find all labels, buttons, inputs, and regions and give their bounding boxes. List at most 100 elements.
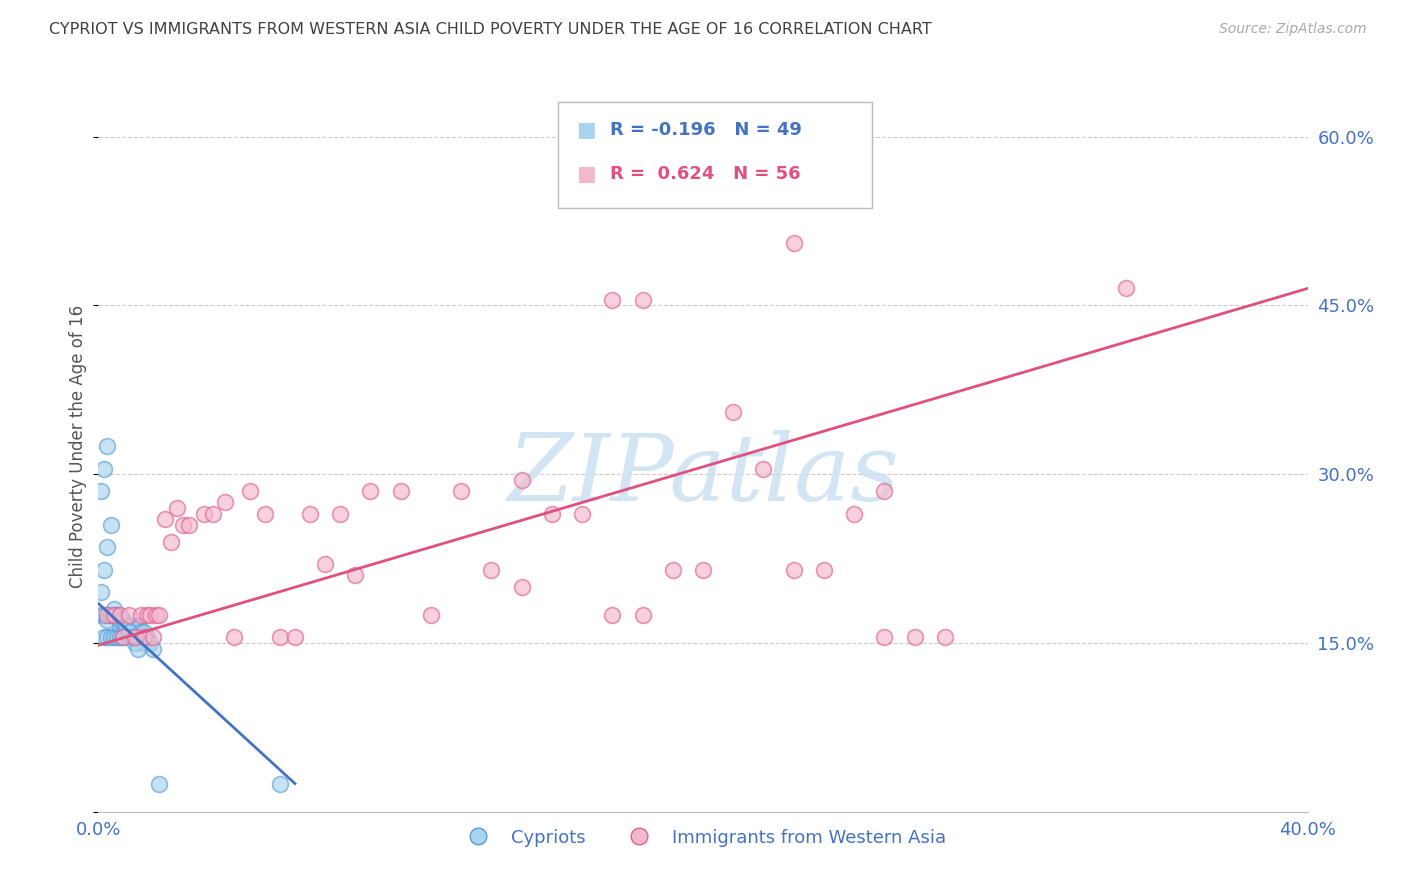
Point <box>873 483 896 498</box>
Point <box>100 630 122 644</box>
Point <box>783 563 806 577</box>
Text: R = -0.196   N = 49: R = -0.196 N = 49 <box>610 121 801 139</box>
Point <box>105 607 128 622</box>
Point <box>873 630 896 644</box>
Point <box>934 630 956 644</box>
Text: Source: ZipAtlas.com: Source: ZipAtlas.com <box>1219 22 1367 37</box>
Point <box>100 607 122 622</box>
Point <box>96 541 118 555</box>
Point <box>93 607 115 622</box>
Point <box>111 614 134 628</box>
Point <box>108 607 131 622</box>
Point <box>284 630 307 644</box>
Point <box>510 580 533 594</box>
Point <box>100 517 122 532</box>
Point <box>510 473 533 487</box>
Point <box>172 517 194 532</box>
Point <box>127 641 149 656</box>
Point <box>148 607 170 622</box>
Text: R =  0.624   N = 56: R = 0.624 N = 56 <box>610 165 800 183</box>
Point <box>129 607 152 622</box>
Point <box>253 507 276 521</box>
Point <box>314 557 336 571</box>
Point <box>160 534 183 549</box>
Text: ZIPatlas: ZIPatlas <box>508 430 898 520</box>
Point <box>105 630 128 644</box>
Point <box>148 776 170 790</box>
Point <box>145 607 167 622</box>
Point <box>129 624 152 639</box>
Point <box>118 619 141 633</box>
Point <box>139 607 162 622</box>
Point <box>100 607 122 622</box>
Point <box>121 630 143 644</box>
Point <box>571 507 593 521</box>
Point <box>93 630 115 644</box>
Point <box>202 507 225 521</box>
Point <box>124 630 146 644</box>
Point <box>540 507 562 521</box>
Point <box>344 568 367 582</box>
Point <box>108 614 131 628</box>
Point <box>179 517 201 532</box>
Point <box>124 630 146 644</box>
Point <box>602 607 624 622</box>
Point <box>481 563 503 577</box>
Point <box>752 461 775 475</box>
Point <box>360 483 382 498</box>
Point <box>783 236 806 251</box>
Point <box>142 630 165 644</box>
Point <box>329 507 352 521</box>
Legend: Cypriots, Immigrants from Western Asia: Cypriots, Immigrants from Western Asia <box>453 822 953 854</box>
Point <box>389 483 412 498</box>
Point <box>103 607 125 622</box>
Point <box>450 483 472 498</box>
Point <box>103 607 125 622</box>
Point <box>844 507 866 521</box>
Point <box>118 630 141 644</box>
Point <box>90 607 112 622</box>
Point <box>142 641 165 656</box>
Point <box>239 483 262 498</box>
Point <box>723 405 745 419</box>
Point <box>124 636 146 650</box>
Point <box>135 607 157 622</box>
Point <box>103 630 125 644</box>
Point <box>631 607 654 622</box>
Point <box>96 607 118 622</box>
Point <box>127 619 149 633</box>
Point <box>1115 281 1137 295</box>
FancyBboxPatch shape <box>558 103 872 209</box>
Point <box>166 500 188 515</box>
Point <box>269 776 291 790</box>
Point <box>127 630 149 644</box>
Point <box>111 630 134 644</box>
Point <box>96 439 118 453</box>
Point <box>904 630 927 644</box>
Point <box>269 630 291 644</box>
Point <box>121 619 143 633</box>
Point <box>139 636 162 650</box>
Point <box>224 630 246 644</box>
Point <box>111 630 134 644</box>
Point <box>121 630 143 644</box>
Point <box>96 614 118 628</box>
Y-axis label: Child Poverty Under the Age of 16: Child Poverty Under the Age of 16 <box>69 304 87 588</box>
Point <box>108 619 131 633</box>
Point <box>114 619 136 633</box>
Point <box>118 607 141 622</box>
Text: ■: ■ <box>576 120 596 140</box>
Point <box>108 630 131 644</box>
Point <box>193 507 215 521</box>
Point <box>602 293 624 307</box>
Point <box>299 507 322 521</box>
Point <box>631 293 654 307</box>
Point <box>105 607 128 622</box>
Point <box>96 630 118 644</box>
Text: CYPRIOT VS IMMIGRANTS FROM WESTERN ASIA CHILD POVERTY UNDER THE AGE OF 16 CORREL: CYPRIOT VS IMMIGRANTS FROM WESTERN ASIA … <box>49 22 932 37</box>
Point <box>132 624 155 639</box>
Point <box>132 630 155 644</box>
Point <box>111 619 134 633</box>
Point <box>132 636 155 650</box>
Point <box>153 512 176 526</box>
